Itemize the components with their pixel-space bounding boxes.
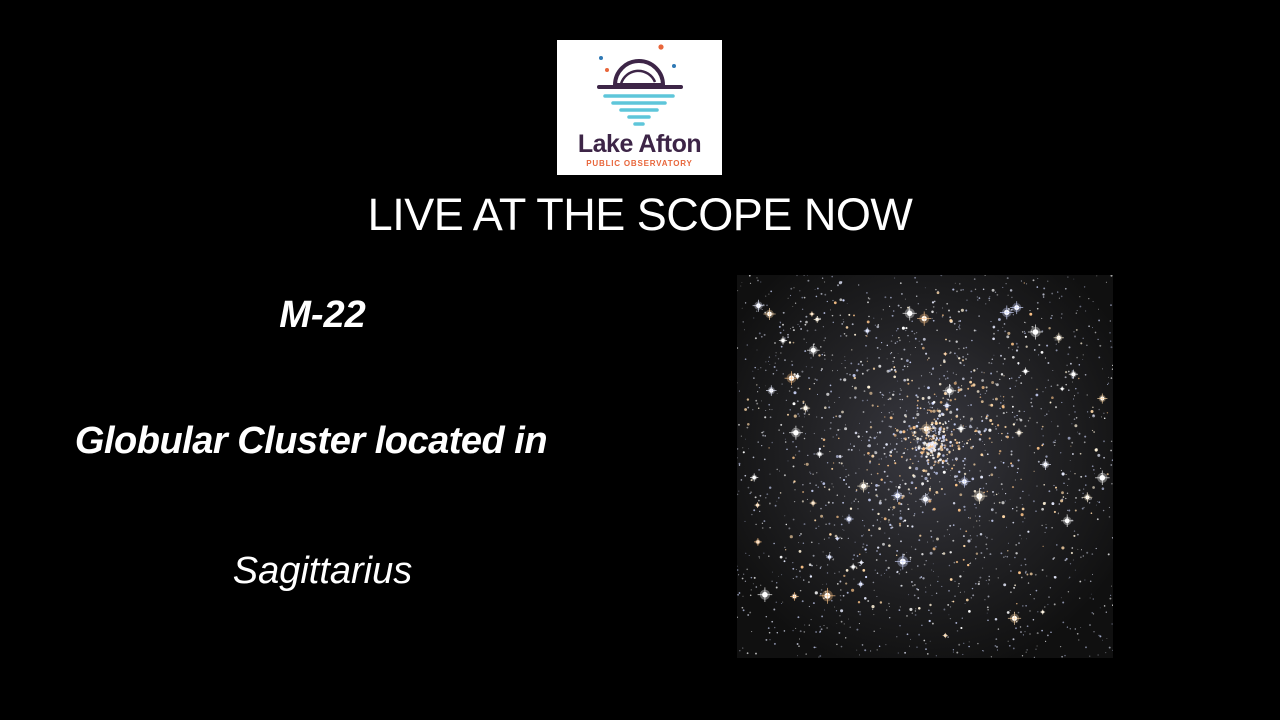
object-id: M-22 [279,294,366,336]
constellation-name: Sagittarius [232,550,413,592]
observatory-logo: Lake Afton PUBLIC OBSERVATORY [557,40,722,175]
cluster-photo [737,275,1113,658]
observatory-logo-mark: Lake Afton PUBLIC OBSERVATORY [578,44,702,168]
headline: LIVE AT THE SCOPE NOW [367,189,913,240]
logo-tagline-text: PUBLIC OBSERVATORY [586,159,692,168]
logo-name-text: Lake Afton [578,130,701,158]
starfield-image [737,275,1113,658]
object-type: Globular Cluster located in [74,420,548,462]
